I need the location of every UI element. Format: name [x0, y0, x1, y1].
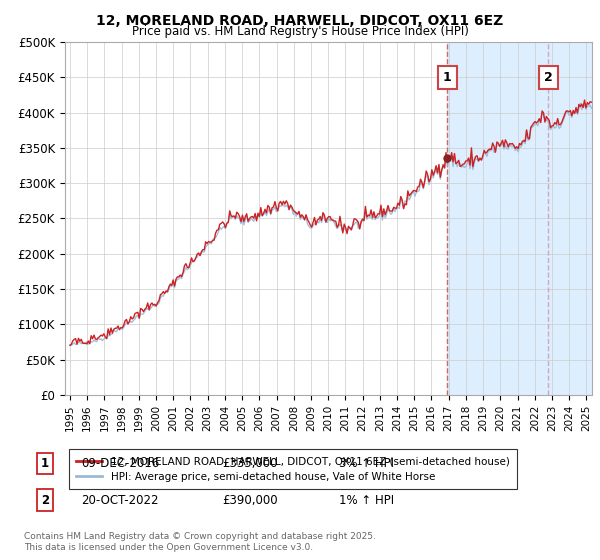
Text: 2: 2: [544, 71, 553, 84]
Text: £335,000: £335,000: [222, 457, 277, 470]
Text: 09-DEC-2016: 09-DEC-2016: [81, 457, 159, 470]
Text: 1% ↑ HPI: 1% ↑ HPI: [339, 493, 394, 507]
Text: 1: 1: [41, 457, 49, 470]
Text: £390,000: £390,000: [222, 493, 278, 507]
Text: 12, MORELAND ROAD, HARWELL, DIDCOT, OX11 6EZ: 12, MORELAND ROAD, HARWELL, DIDCOT, OX11…: [97, 14, 503, 28]
Text: 3% ↑ HPI: 3% ↑ HPI: [339, 457, 394, 470]
Text: 2: 2: [41, 493, 49, 507]
Text: Contains HM Land Registry data © Crown copyright and database right 2025.
This d: Contains HM Land Registry data © Crown c…: [24, 532, 376, 552]
Bar: [448, 42, 600, 395]
Text: Price paid vs. HM Land Registry's House Price Index (HPI): Price paid vs. HM Land Registry's House …: [131, 25, 469, 38]
Text: 20-OCT-2022: 20-OCT-2022: [81, 493, 158, 507]
Text: 1: 1: [443, 71, 452, 84]
Legend: 12, MORELAND ROAD, HARWELL, DIDCOT, OX11 6EZ (semi-detached house), HPI: Average: 12, MORELAND ROAD, HARWELL, DIDCOT, OX11…: [69, 450, 517, 489]
